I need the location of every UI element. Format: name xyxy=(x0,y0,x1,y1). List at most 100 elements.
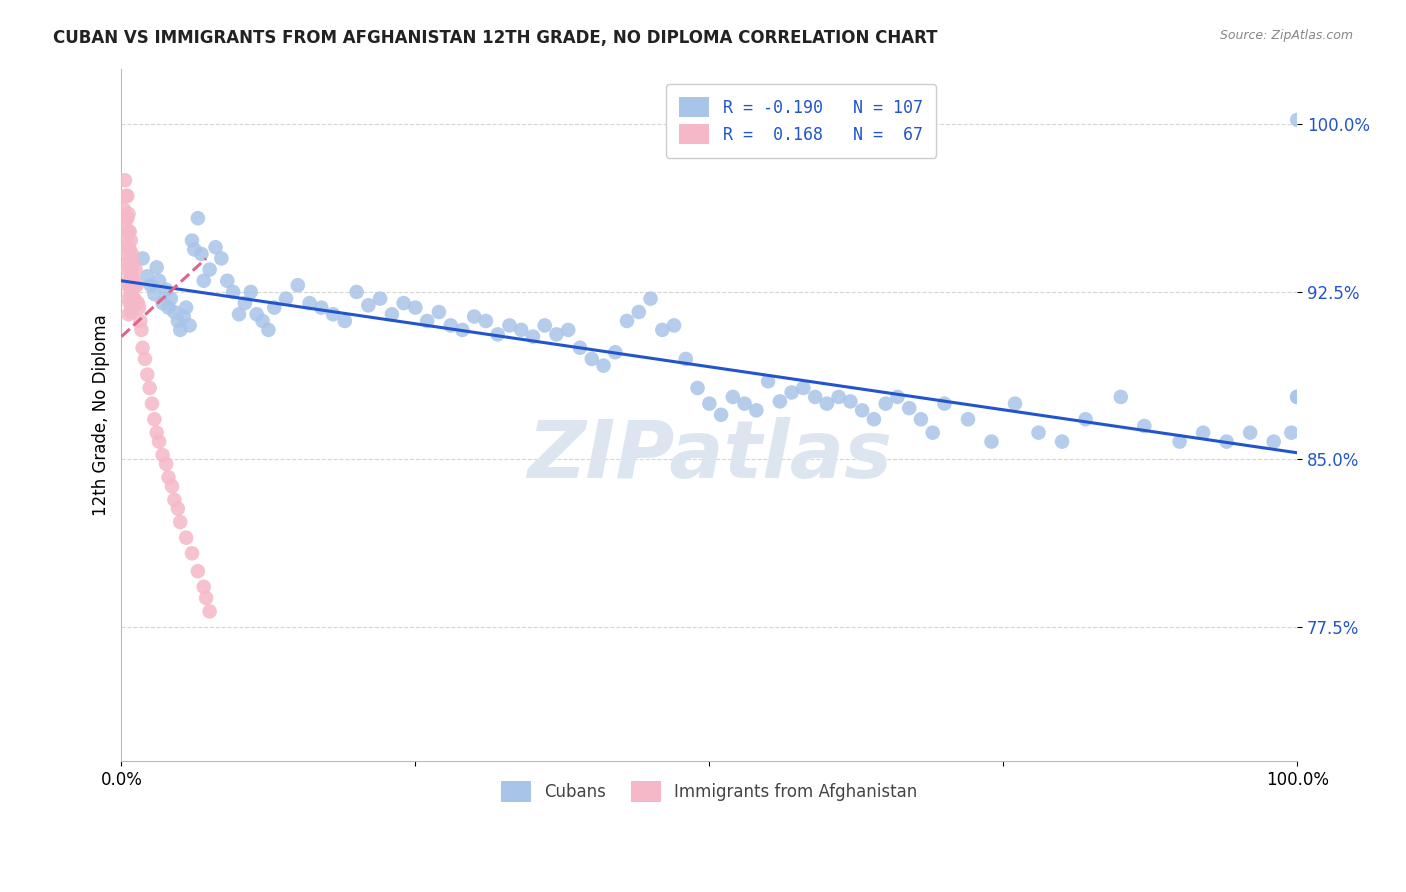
Point xyxy=(322,307,344,321)
Point xyxy=(886,390,908,404)
Point xyxy=(1028,425,1050,440)
Point xyxy=(592,359,614,373)
Point xyxy=(804,390,827,404)
Point xyxy=(115,189,138,203)
Point xyxy=(274,292,297,306)
Point xyxy=(120,269,142,284)
Point xyxy=(125,296,148,310)
Point xyxy=(721,390,744,404)
Point xyxy=(710,408,733,422)
Point xyxy=(239,285,262,299)
Point xyxy=(910,412,932,426)
Point xyxy=(756,374,779,388)
Point xyxy=(475,314,498,328)
Point xyxy=(769,394,792,409)
Point xyxy=(898,401,921,416)
Point xyxy=(257,323,280,337)
Point xyxy=(1074,412,1097,426)
Point xyxy=(193,274,215,288)
Point xyxy=(160,479,183,493)
Point xyxy=(117,225,139,239)
Point xyxy=(139,278,162,293)
Point xyxy=(451,323,474,337)
Point xyxy=(1286,112,1309,127)
Text: Source: ZipAtlas.com: Source: ZipAtlas.com xyxy=(1219,29,1353,42)
Point xyxy=(120,252,142,266)
Point xyxy=(675,351,697,366)
Point xyxy=(118,225,141,239)
Point xyxy=(129,314,152,328)
Point xyxy=(1215,434,1237,449)
Point xyxy=(117,229,139,244)
Point xyxy=(1239,425,1261,440)
Point xyxy=(121,301,143,315)
Point xyxy=(118,278,141,293)
Point xyxy=(697,396,720,410)
Point xyxy=(174,301,197,315)
Point xyxy=(121,247,143,261)
Point xyxy=(427,305,450,319)
Point xyxy=(117,274,139,288)
Point xyxy=(792,381,814,395)
Point xyxy=(157,470,180,484)
Point xyxy=(498,318,520,333)
Point xyxy=(181,234,204,248)
Point xyxy=(921,425,943,440)
Point xyxy=(114,173,136,187)
Point xyxy=(217,274,239,288)
Point xyxy=(1050,434,1073,449)
Point xyxy=(815,396,838,410)
Point xyxy=(124,278,146,293)
Point xyxy=(368,292,391,306)
Point xyxy=(141,396,163,410)
Point xyxy=(228,307,250,321)
Point xyxy=(138,381,160,395)
Point xyxy=(546,327,568,342)
Point xyxy=(198,262,221,277)
Point xyxy=(569,341,592,355)
Point xyxy=(124,274,146,288)
Point xyxy=(122,292,145,306)
Point xyxy=(122,274,145,288)
Point xyxy=(159,292,181,306)
Point xyxy=(117,262,139,277)
Point xyxy=(120,305,142,319)
Point xyxy=(143,287,166,301)
Point xyxy=(734,396,756,410)
Point xyxy=(198,604,221,618)
Point xyxy=(128,301,150,315)
Point xyxy=(605,345,627,359)
Point xyxy=(152,448,174,462)
Point xyxy=(1279,425,1302,440)
Point xyxy=(1286,390,1309,404)
Point xyxy=(167,501,190,516)
Point xyxy=(627,305,650,319)
Point xyxy=(120,234,142,248)
Point xyxy=(169,515,191,529)
Point xyxy=(1192,425,1215,440)
Point xyxy=(1286,390,1309,404)
Point xyxy=(581,351,603,366)
Point xyxy=(163,492,186,507)
Point xyxy=(179,318,201,333)
Point xyxy=(181,546,204,560)
Point xyxy=(222,285,245,299)
Y-axis label: 12th Grade, No Diploma: 12th Grade, No Diploma xyxy=(93,314,110,516)
Point xyxy=(662,318,685,333)
Point xyxy=(127,296,149,310)
Point xyxy=(117,292,139,306)
Point xyxy=(155,283,177,297)
Point xyxy=(1168,434,1191,449)
Point xyxy=(381,307,404,321)
Text: CUBAN VS IMMIGRANTS FROM AFGHANISTAN 12TH GRADE, NO DIPLOMA CORRELATION CHART: CUBAN VS IMMIGRANTS FROM AFGHANISTAN 12T… xyxy=(53,29,938,46)
Point xyxy=(117,189,139,203)
Point xyxy=(157,301,180,315)
Point xyxy=(311,301,333,315)
Point xyxy=(1263,434,1285,449)
Point xyxy=(875,396,897,410)
Point xyxy=(115,240,138,254)
Point xyxy=(616,314,638,328)
Point xyxy=(934,396,956,410)
Point xyxy=(404,301,426,315)
Point xyxy=(533,318,555,333)
